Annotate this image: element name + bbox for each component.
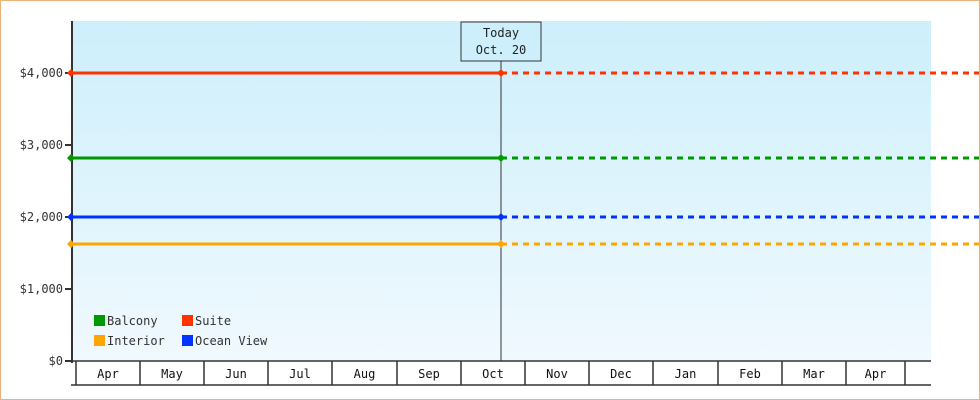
legend-label: Interior — [107, 334, 165, 348]
legend-label: Ocean View — [195, 334, 268, 348]
series-point — [497, 240, 505, 248]
today-date: Oct. 20 — [476, 43, 527, 57]
x-tick-label: Feb — [739, 367, 761, 381]
series-point — [497, 69, 505, 77]
x-tick-label: May — [161, 367, 183, 381]
series-point — [67, 213, 75, 221]
legend-swatch — [182, 335, 193, 346]
series-point — [497, 153, 505, 162]
today-label: Today — [483, 26, 519, 40]
x-tick-label: Apr — [97, 367, 119, 381]
series-point — [67, 69, 75, 77]
today-box — [460, 21, 542, 62]
x-tick-label: Apr — [865, 367, 887, 381]
y-tick-label: $3,000 — [20, 138, 63, 152]
x-tick-label: Jun — [225, 367, 247, 381]
x-tick-label: Sep — [418, 367, 440, 381]
x-tick-label: Jan — [675, 367, 697, 381]
x-tick-label: Dec — [610, 367, 632, 381]
legend-swatch — [94, 335, 105, 346]
series-point — [67, 240, 75, 248]
series-point — [67, 153, 75, 162]
x-tick-label: Mar — [803, 367, 825, 381]
x-tick-label: Jul — [289, 367, 311, 381]
legend-label: Suite — [195, 314, 231, 328]
series-point — [497, 213, 505, 221]
legend-swatch — [182, 315, 193, 326]
legend-swatch — [94, 315, 105, 326]
legend-label: Balcony — [107, 314, 158, 328]
x-tick-label: Oct — [482, 367, 504, 381]
y-tick-label: $0 — [49, 354, 63, 368]
y-tick-label: $1,000 — [20, 282, 63, 296]
y-tick-label: $2,000 — [20, 210, 63, 224]
x-tick-label: Nov — [546, 367, 568, 381]
x-tick-label: Aug — [354, 367, 376, 381]
y-tick-label: $4,000 — [20, 66, 63, 80]
